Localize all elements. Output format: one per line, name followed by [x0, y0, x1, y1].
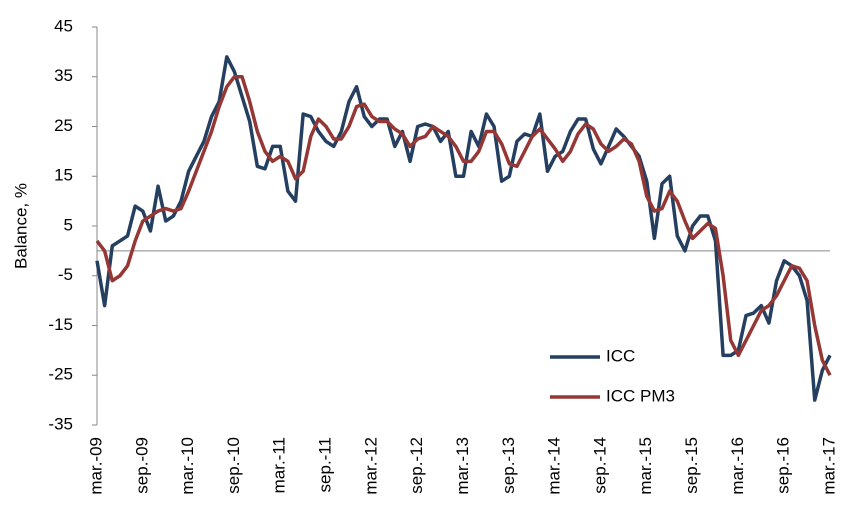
y-tick-label: 15 [54, 166, 73, 185]
x-tick-label: mar.-12 [361, 437, 380, 495]
x-tick-label: mar.-09 [86, 437, 105, 495]
x-tick-label: mar.-10 [178, 437, 197, 495]
x-tick-label: sep.-09 [132, 437, 151, 494]
x-tick-label: mar.-17 [819, 437, 838, 495]
y-tick-label: -25 [48, 365, 73, 384]
legend-label: ICC PM3 [606, 386, 675, 405]
x-tick-label: sep.-13 [499, 437, 518, 494]
x-tick-label: sep.-14 [590, 437, 609, 494]
x-tick-label: mar.-15 [636, 437, 655, 495]
x-tick-label: mar.-11 [270, 437, 289, 493]
y-axis-label: Balance, % [11, 183, 30, 269]
x-tick-label: sep.-12 [407, 437, 426, 494]
x-tick-label: sep.-11 [316, 437, 335, 492]
y-tick-label: 35 [54, 66, 73, 85]
y-tick-label: 5 [64, 215, 73, 234]
legend-label: ICC [606, 346, 635, 365]
series-line [95, 75, 832, 377]
y-tick-label: 45 [54, 16, 73, 35]
y-tick-label: -15 [48, 315, 73, 334]
y-tick-label: -5 [58, 265, 73, 284]
y-tick-label: -35 [48, 414, 73, 433]
y-tick-label: 25 [54, 116, 73, 135]
x-tick-label: mar.-16 [728, 437, 747, 495]
series-line [95, 55, 832, 402]
x-tick-label: sep.-16 [774, 437, 793, 494]
x-tick-label: mar.-14 [545, 437, 564, 495]
x-tick-label: sep.-10 [224, 437, 243, 494]
x-tick-label: mar.-13 [453, 437, 472, 495]
x-tick-label: sep.-15 [682, 437, 701, 494]
